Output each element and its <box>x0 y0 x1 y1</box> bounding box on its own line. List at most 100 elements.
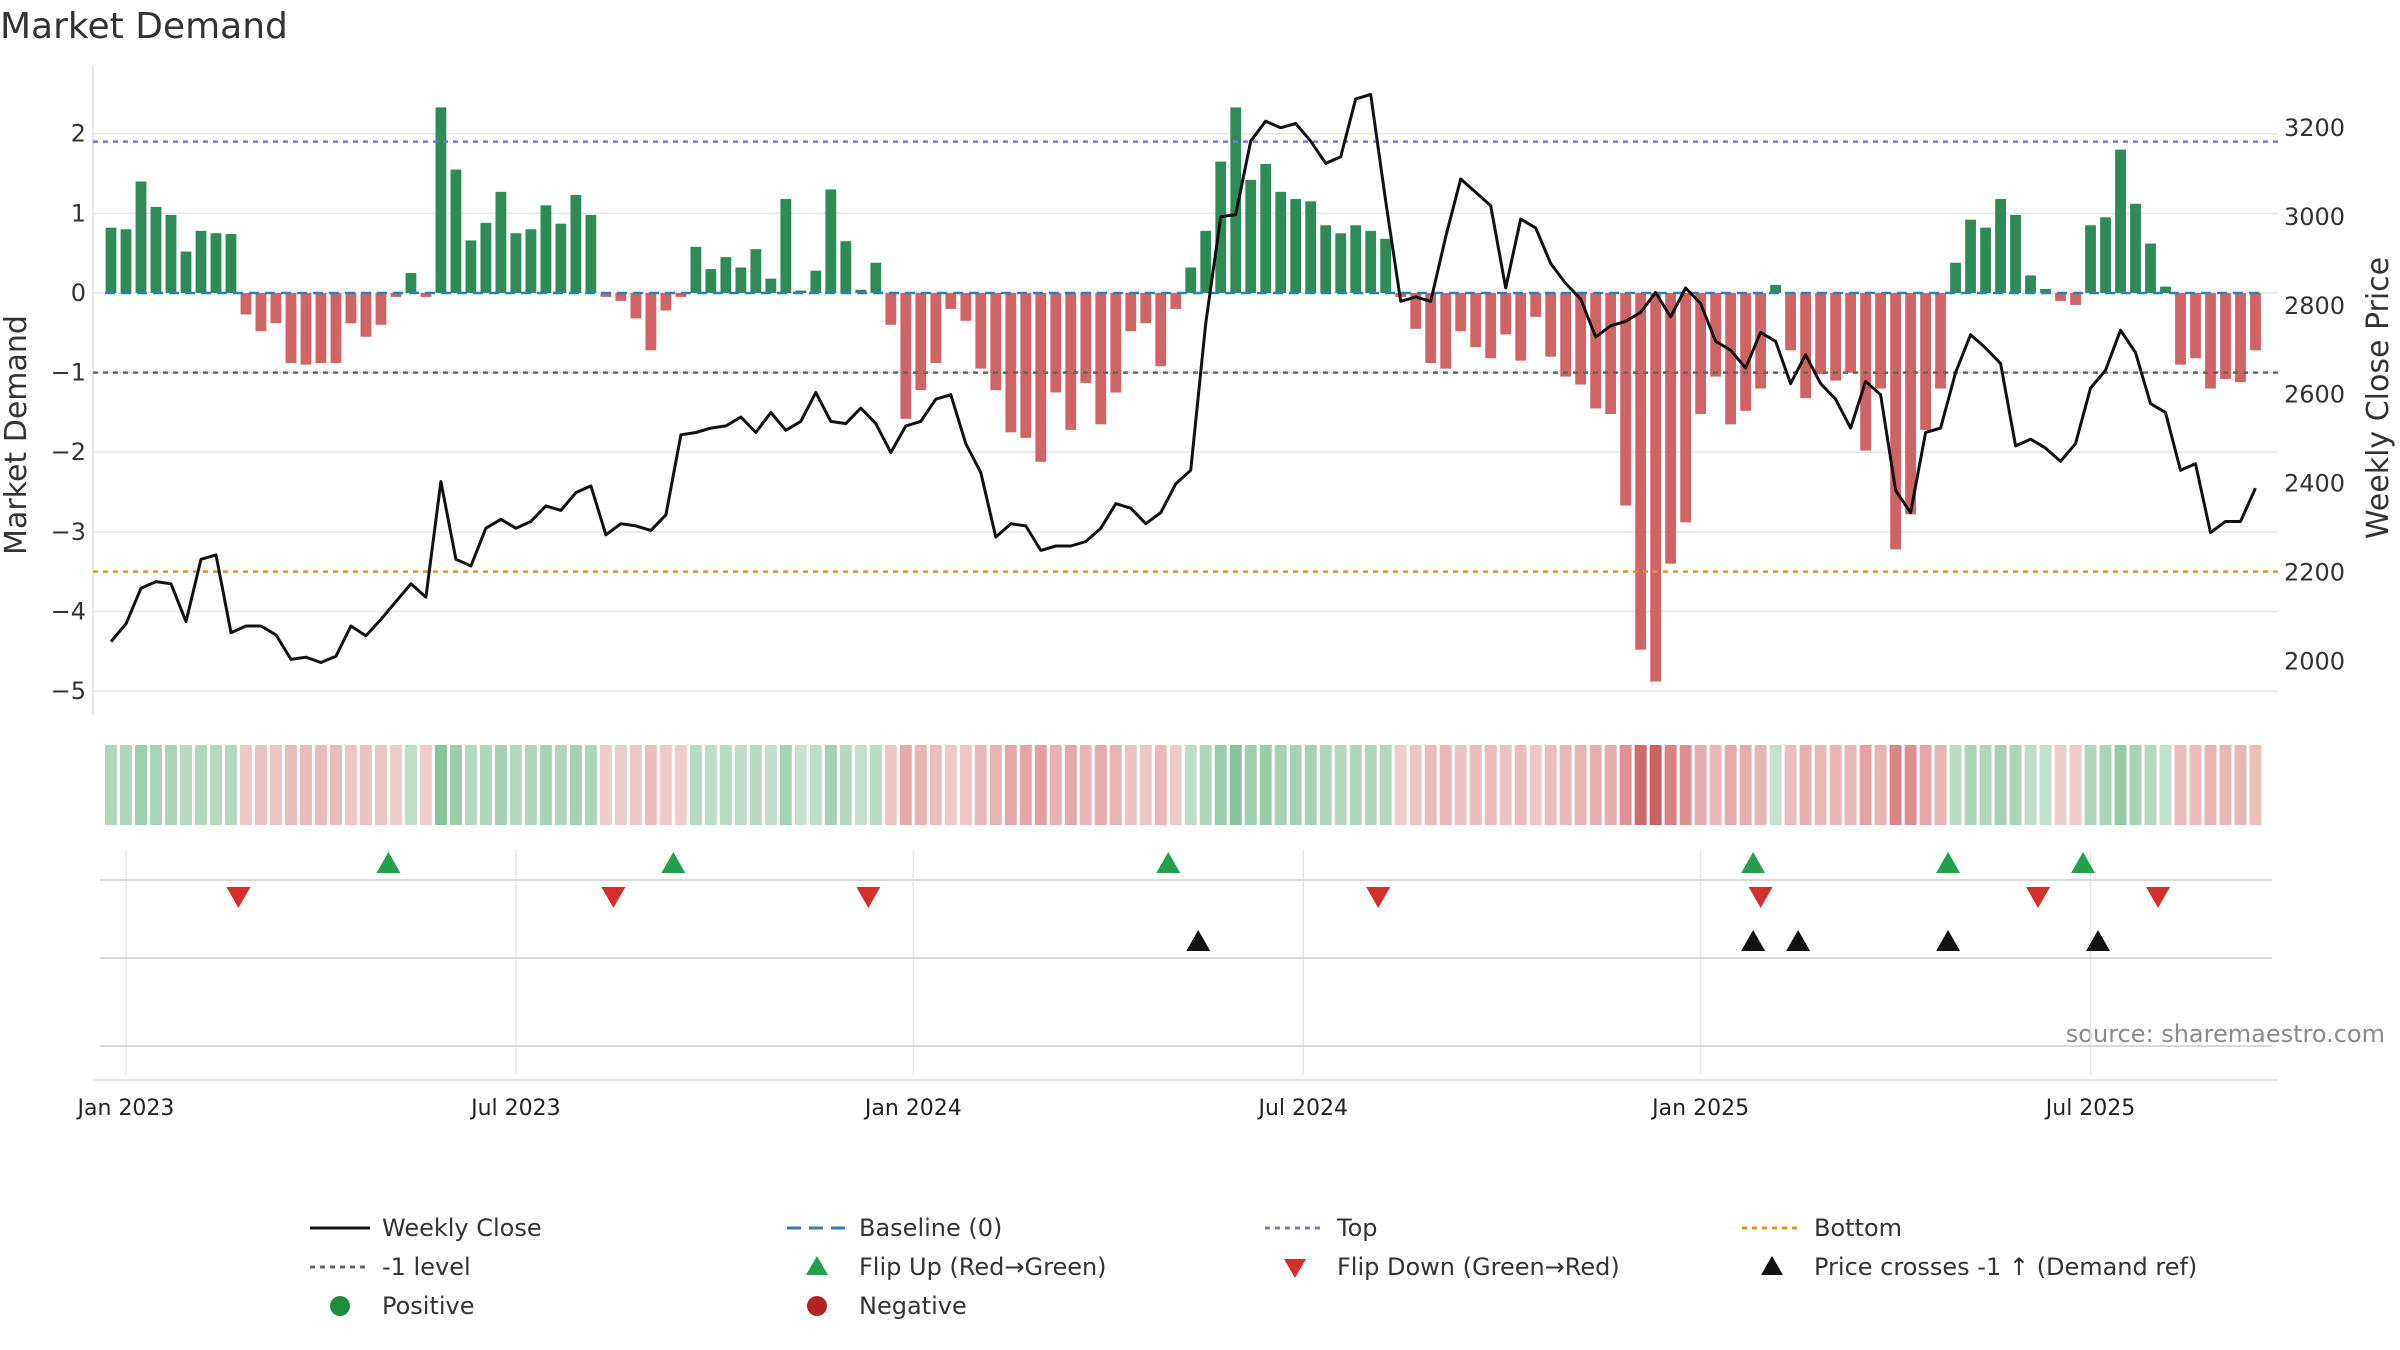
demand-bar <box>495 191 507 293</box>
demand-bar <box>1755 292 1767 389</box>
heat-strip-cell <box>2039 745 2052 825</box>
flip-up-marker <box>1156 852 1181 873</box>
heat-strip-cell <box>1019 745 1032 825</box>
heat-strip-cell <box>2084 745 2097 825</box>
heat-strip-cell <box>899 745 912 825</box>
demand-bar <box>1200 230 1212 293</box>
demand-bar <box>1335 233 1347 293</box>
demand-bar <box>1545 292 1557 357</box>
legend-label: Positive <box>382 1292 475 1320</box>
demand-bar <box>270 292 282 324</box>
demand-bar <box>1095 292 1107 425</box>
heat-strip-cell <box>1064 745 1077 825</box>
heat-strip-cell <box>1289 745 1302 825</box>
heat-strip-cell <box>464 745 477 825</box>
demand-bar <box>1020 292 1032 438</box>
heat-strip-cell <box>929 745 942 825</box>
demand-bar <box>165 214 177 293</box>
left-tick-label: −3 <box>51 518 86 546</box>
demand-bar <box>315 292 327 364</box>
heat-strip-cell <box>659 745 672 825</box>
heat-strip-cell <box>629 745 642 825</box>
plot-layer: 2 1 0 −1 −2 −3 −4 −5 3200 3000 2800 2600 2400 2200 200… <box>51 65 2345 1121</box>
heat-strip-cell <box>359 745 372 825</box>
demand-bar <box>180 251 192 293</box>
legend-label: Bottom <box>1814 1214 1902 1242</box>
demand-bar <box>2010 214 2021 293</box>
demand-bar <box>2040 288 2051 293</box>
demand-bar <box>810 270 822 293</box>
demand-bar <box>1950 262 1961 293</box>
demand-bar <box>1920 292 1931 430</box>
flip-down-marker <box>226 887 251 908</box>
demand-bar <box>525 229 537 293</box>
demand-bar <box>660 292 672 311</box>
demand-bar <box>765 278 777 293</box>
heat-strip-cell <box>1139 745 1152 825</box>
demand-bar <box>1350 225 1362 293</box>
source-credit: source: sharemaestro.com <box>2066 1020 2385 1048</box>
demand-bar <box>1575 292 1587 385</box>
flip-down-marker <box>601 887 626 908</box>
demand-bar <box>300 292 312 365</box>
heat-strip-cell <box>1664 745 1677 825</box>
demand-bar <box>135 181 147 293</box>
demand-bar <box>1260 163 1272 293</box>
demand-bar <box>1530 292 1542 317</box>
heat-strip-cell <box>1859 745 1872 825</box>
legend-label: Negative <box>859 1292 967 1320</box>
heat-strip-cell <box>344 745 357 825</box>
heat-strip-cell <box>1739 745 1752 825</box>
heat-strip-cell <box>1169 745 1182 825</box>
demand-bar <box>1005 292 1017 433</box>
legend-item: Flip Down (Green→Red) <box>1284 1253 1620 1281</box>
heat-strip-cell <box>1454 745 1467 825</box>
heat-strip-cell <box>2219 745 2232 825</box>
demand-bar <box>945 292 957 309</box>
date-tick-label: Jul 2025 <box>2044 1096 2136 1121</box>
legend-circle-icon <box>330 1296 350 1316</box>
demand-bar <box>735 267 747 293</box>
demand-bar <box>465 240 477 293</box>
heat-strip-cell <box>1784 745 1797 825</box>
flip-up-marker <box>1936 852 1961 873</box>
demand-bar <box>2160 286 2171 293</box>
heat-strip-cell <box>1304 745 1317 825</box>
heat-strip-cell <box>254 745 267 825</box>
demand-bar <box>240 292 252 315</box>
heat-strip-cell <box>1319 745 1332 825</box>
price-cross-marker <box>1741 930 1766 951</box>
heat-strip-cell <box>1349 745 1362 825</box>
legend-item: Negative <box>807 1292 967 1320</box>
demand-bar <box>1695 292 1707 414</box>
heat-strip-cell <box>1754 745 1767 825</box>
date-tick-label: Jul 2023 <box>469 1096 561 1121</box>
heat-strip-cell <box>1094 745 1107 825</box>
legend-item: Top <box>1265 1214 1378 1242</box>
demand-bar <box>285 292 297 364</box>
heat-strip-cell <box>779 745 792 825</box>
demand-bar <box>840 241 852 293</box>
heat-strip-cell <box>2054 745 2067 825</box>
right-tick-label: 3000 <box>2284 203 2345 231</box>
heat-strip-cell <box>1394 745 1407 825</box>
demand-bar <box>225 234 237 293</box>
heat-strip-cell <box>1919 745 1932 825</box>
demand-bar <box>540 205 552 293</box>
weekly-close-line <box>109 93 2257 664</box>
legend-item: Price crosses -1 ↑ (Demand ref) <box>1761 1253 2197 1281</box>
demand-bar <box>2085 225 2096 293</box>
flip-down-marker <box>1366 887 1391 908</box>
demand-bar <box>1470 292 1482 348</box>
heat-strip-cell <box>764 745 777 825</box>
demand-bar <box>1605 292 1617 414</box>
demand-bar <box>1050 292 1062 393</box>
heat-strip-cell <box>1769 745 1782 825</box>
demand-bar <box>2205 292 2216 389</box>
demand-bar <box>2055 292 2066 301</box>
heat-strip-cell <box>1829 745 1842 825</box>
heat-strip-cell <box>2129 745 2142 825</box>
heat-strip-cell <box>314 745 327 825</box>
legend-label: Flip Down (Green→Red) <box>1337 1253 1620 1281</box>
demand-bar <box>1080 292 1092 383</box>
